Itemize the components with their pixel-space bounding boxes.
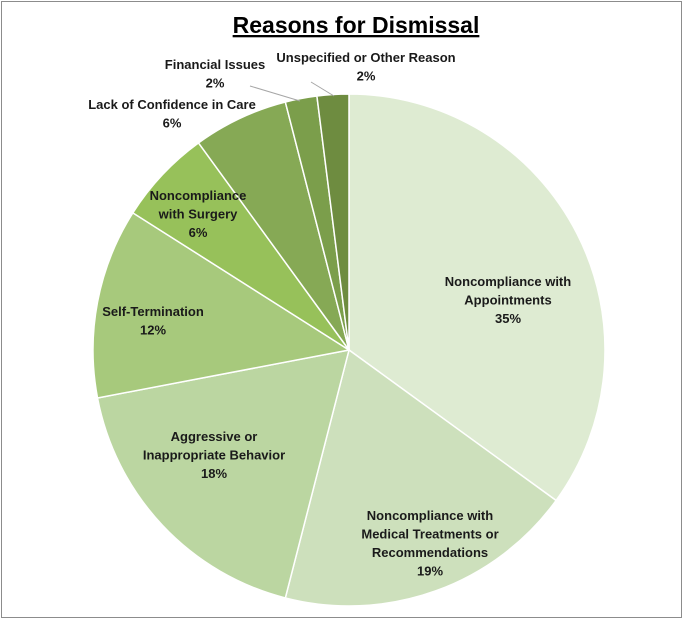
slice-label-line: Noncompliance with — [367, 508, 493, 523]
slice-percent: 18% — [201, 466, 227, 481]
slice-label-line: Noncompliance with — [445, 274, 571, 289]
slice-label: Financial Issues 2% — [165, 57, 265, 91]
slice-label-line: with Surgery — [158, 207, 239, 222]
slice-label-line: Appointments — [464, 293, 551, 308]
leader-line — [249, 85, 301, 102]
slice-label-line: Aggressive or — [171, 429, 258, 444]
slice-label: Unspecified or Other Reason 2% — [276, 50, 455, 84]
pie-slice — [96, 349, 351, 599]
slice-label-line: Lack of Confidence in Care — [88, 97, 256, 112]
slice-label: Noncompliance with Medical Treatments or R… — [361, 508, 498, 579]
slice-label-line: Noncompliance — [150, 188, 247, 203]
slice-percent: 2% — [357, 69, 376, 84]
slice-label-line: Unspecified or Other Reason — [276, 50, 455, 65]
slice-percent: 2% — [206, 76, 225, 91]
pie-slices — [92, 93, 606, 607]
slice-label-line: Recommendations — [372, 545, 488, 560]
slice-label-line: Financial Issues — [165, 57, 265, 72]
slice-label-line: Medical Treatments or — [361, 527, 498, 542]
slice-label-line: Self-Termination — [102, 304, 204, 319]
slice-labels: Noncompliance with Appointments 35%Noncomp… — [88, 50, 571, 579]
slice-label: Aggressive or Inappropriate Behavior 18% — [143, 429, 285, 481]
slice-label: Noncompliance with Surgery 6% — [150, 188, 247, 240]
slice-label: Self-Termination 12% — [102, 304, 204, 338]
slice-percent: 19% — [417, 564, 443, 579]
slice-percent: 12% — [140, 323, 166, 338]
slice-label-line: Inappropriate Behavior — [143, 448, 285, 463]
chart-title: Reasons for Dismissal — [233, 12, 480, 38]
slice-percent: 6% — [189, 225, 208, 240]
leader-line — [310, 81, 335, 97]
slice-label: Noncompliance with Appointments 35% — [445, 274, 571, 326]
leader-lines — [249, 81, 335, 102]
slice-label: Lack of Confidence in Care 6% — [88, 97, 256, 131]
pie-slice — [316, 93, 350, 351]
pie-slice — [348, 93, 606, 502]
slice-percent: 6% — [163, 116, 182, 131]
pie-slice — [92, 211, 352, 399]
slice-percent: 35% — [495, 311, 521, 326]
pie-slice — [284, 348, 558, 607]
